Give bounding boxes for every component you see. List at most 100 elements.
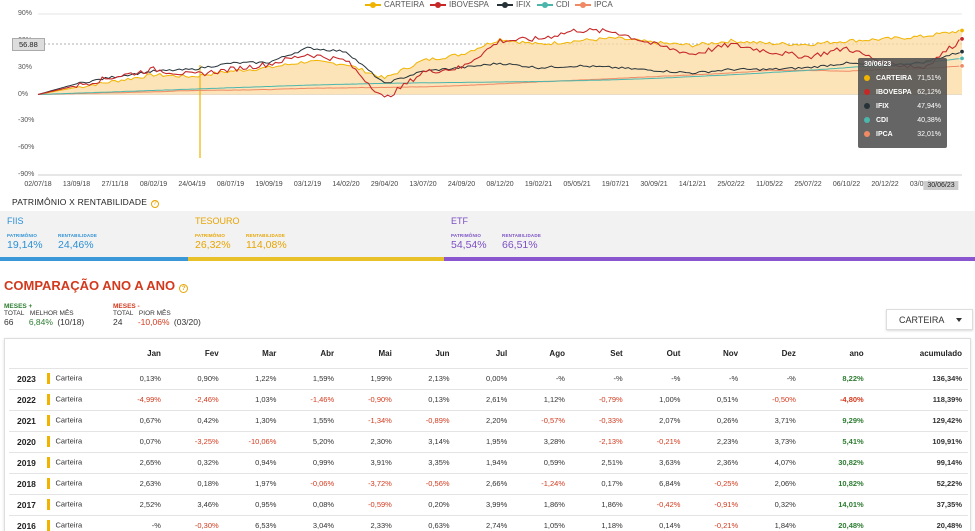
positive-months-values: 66 6,84% (10/18)	[4, 317, 84, 327]
cell-accumulated: 129,42%	[869, 409, 968, 431]
cell-accumulated: 52,22%	[869, 472, 968, 494]
cell-month-value: -%	[570, 367, 629, 389]
tooltip-row: CDI 40,38%	[864, 113, 941, 127]
cell-month-value: -0,57%	[513, 409, 571, 431]
column-header-mai: Mai	[378, 348, 392, 358]
row-year: 2018	[9, 472, 48, 494]
cell-month-value: 3,71%	[744, 409, 802, 431]
help-icon[interactable]: ?	[151, 200, 160, 208]
help-icon[interactable]: ?	[179, 284, 189, 293]
cell-month-value: 0,59%	[513, 451, 571, 473]
x-tick-label: 06/10/22	[832, 181, 861, 188]
negative-total: 24	[113, 317, 123, 327]
legend-label: IFIX	[516, 0, 531, 9]
column-header-ano: ano	[849, 348, 864, 358]
column-header-ago: Ago	[549, 348, 565, 358]
row-year: 2021	[9, 409, 48, 431]
x-tick-label: 13/09/18	[62, 181, 91, 188]
tooltip-row: IBOVESPA 62,12%	[864, 85, 941, 99]
table-row: 2021 Carteira 0,67% 0,42% 1,30% 1,55% -1,34% -0…	[9, 409, 968, 431]
tooltip-series-value: 40,38%	[917, 116, 941, 124]
y-tick-label: -30%	[18, 117, 35, 125]
cell-month-value: 0,18%	[166, 472, 225, 494]
cell-month-value: 0,17%	[570, 472, 629, 494]
row-series-label: Carteira	[55, 415, 83, 425]
comparison-title: COMPARAÇÃO ANO A ANO?	[4, 278, 189, 293]
cell-month-value: 2,06%	[744, 472, 802, 494]
column-header-abr: Abr	[320, 348, 335, 358]
cell-month-value: 2,23%	[686, 430, 745, 452]
segment-underline	[444, 257, 975, 261]
allocation-segment-etf[interactable]: ETF PATRIMÔNIO RENTABILIDADE 54,54% 66,51%	[444, 211, 975, 261]
cell-month-value: 0,67%	[108, 409, 167, 431]
cell-accumulated: 99,14%	[869, 451, 968, 473]
series-dot-icon	[864, 75, 870, 81]
row-series-name: Carteira	[47, 409, 109, 431]
cell-month-value: -1,34%	[340, 409, 398, 431]
cell-month-value: 2,61%	[455, 388, 514, 410]
series-color-marker	[47, 457, 51, 468]
table-row: 2019 Carteira 2,65% 0,32% 0,94% 0,99% 3,91% 3,3…	[9, 451, 968, 473]
cell-month-value: -0,42%	[628, 493, 687, 515]
cell-month-value: 3,99%	[455, 493, 514, 515]
legend-item-cdi[interactable]: CDI	[537, 0, 570, 9]
year-comparison-table-card: Jan Fev Mar Abr Mai Jun Jul Ago Set Out Nov Dez ano a…	[4, 338, 971, 531]
cell-month-value: -%	[628, 367, 687, 389]
rentabilidade-label: RENTABILIDADE	[246, 233, 286, 238]
legend-marker-icon	[365, 1, 381, 8]
series-color-marker	[47, 520, 51, 531]
tooltip-series-name: CARTEIRA	[876, 74, 913, 82]
allocation-title-text: PATRIMÔNIO X RENTABILIDADE	[12, 197, 148, 207]
row-series-name: Carteira	[47, 493, 109, 515]
table-row: 2016 Carteira -% -0,30% 6,53% 3,04% 2,33% 0,63%…	[9, 514, 968, 531]
cell-month-value: 0,07%	[108, 430, 167, 452]
worst-month-label: PIOR MÊS	[138, 310, 171, 317]
cell-month-value: 4,07%	[744, 451, 802, 473]
positive-total: 66	[4, 317, 14, 327]
cell-month-value: 3,04%	[282, 514, 341, 531]
segment-underline	[0, 257, 188, 261]
cell-year-total: 9,29%	[801, 409, 870, 431]
cell-month-value: 6,84%	[628, 472, 687, 494]
row-series-name: Carteira	[47, 430, 109, 452]
row-series-label: Carteira	[55, 520, 83, 530]
tooltip-series-value: 32,01%	[917, 130, 941, 138]
legend-item-ifix[interactable]: IFIX	[497, 0, 531, 9]
year-comparison-table: Jan Fev Mar Abr Mai Jun Jul Ago Set Out Nov Dez ano a…	[9, 339, 968, 531]
x-tick-label: 30/06/23	[923, 181, 959, 190]
legend-item-ipca[interactable]: IPCA	[575, 0, 613, 9]
table-row: 2020 Carteira 0,07% -3,25% -10,06% 5,20% 2,30%…	[9, 430, 968, 452]
rentabilidade-value: 114,08%	[246, 239, 287, 251]
series-color-marker	[47, 436, 51, 447]
cell-month-value: -0,21%	[686, 514, 745, 531]
series-end-point	[959, 36, 965, 42]
tooltip-row: CARTEIRA 71,51%	[864, 71, 941, 85]
cell-month-value: 0,32%	[166, 451, 225, 473]
legend-item-carteira[interactable]: CARTEIRA	[365, 0, 424, 9]
cell-month-value: 1,95%	[455, 430, 514, 452]
column-header-fev: Fev	[204, 348, 219, 358]
cell-month-value: 3,28%	[513, 430, 571, 452]
legend-item-ibovespa[interactable]: IBOVESPA	[430, 0, 489, 9]
cell-month-value: 2,33%	[340, 514, 398, 531]
cell-month-value: 1,18%	[570, 514, 629, 531]
cell-month-value: 3,63%	[628, 451, 687, 473]
series-dropdown[interactable]: CARTEIRA	[886, 309, 973, 330]
rentabilidade-label: RENTABILIDADE	[502, 233, 542, 238]
column-header-jun: Jun	[435, 348, 450, 358]
cell-month-value: -0,50%	[744, 388, 802, 410]
cell-month-value: 0,14%	[628, 514, 687, 531]
cell-month-value: -2,46%	[166, 388, 225, 410]
allocation-segment-tesouro[interactable]: TESOURO PATRIMÔNIO RENTABILIDADE 26,32% 114,…	[188, 211, 444, 261]
segment-name: FIIS	[7, 216, 24, 226]
tooltip-series-name: IPCA	[876, 130, 893, 138]
cell-month-value: -0,33%	[570, 409, 629, 431]
row-series-name: Carteira	[47, 388, 109, 410]
allocation-segment-fiis[interactable]: FIIS PATRIMÔNIO RENTABILIDADE 19,14% 24,46%	[0, 211, 188, 261]
cell-year-total: 10,82%	[801, 472, 870, 494]
cell-month-value: 2,52%	[108, 493, 167, 515]
column-header-nov: Nov	[723, 348, 739, 358]
row-year: 2020	[9, 430, 48, 452]
cell-month-value: -1,24%	[513, 472, 571, 494]
